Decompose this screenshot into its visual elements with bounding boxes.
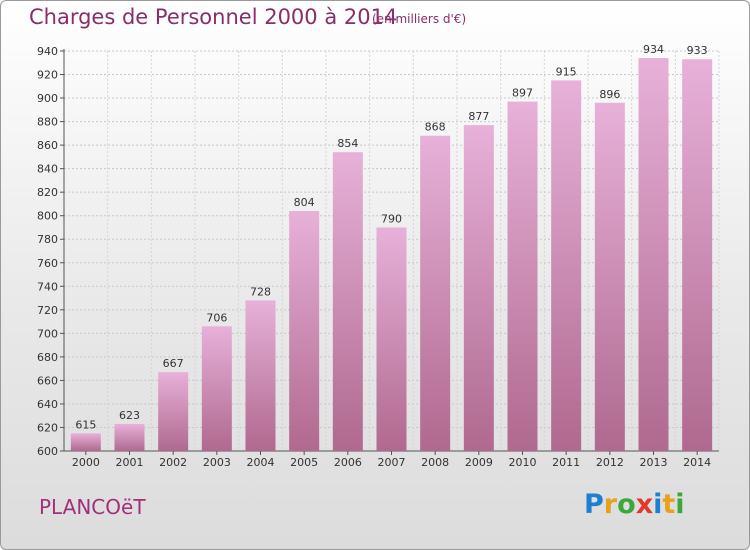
x-tick-label: 2000 xyxy=(72,456,100,469)
bar xyxy=(332,152,363,452)
logo-letter: i xyxy=(675,489,685,520)
commune-name: PLANCOëT xyxy=(39,495,146,519)
bars xyxy=(70,58,713,452)
data-label: 933 xyxy=(687,44,708,57)
logo-letter: o xyxy=(617,489,636,520)
bar xyxy=(420,135,451,452)
y-tick-label: 820 xyxy=(37,186,58,199)
data-label: 897 xyxy=(512,87,533,100)
data-label: 804 xyxy=(294,196,315,209)
bar xyxy=(289,211,320,451)
data-label: 868 xyxy=(425,121,446,134)
y-tick-label: 620 xyxy=(37,421,58,434)
unit-note: (en milliers d'€) xyxy=(372,12,467,26)
y-tick-label: 600 xyxy=(37,445,58,458)
bar xyxy=(245,300,276,451)
bar xyxy=(201,326,232,451)
x-tick-label: 2009 xyxy=(465,456,493,469)
x-tick-label: 2010 xyxy=(509,456,537,469)
y-tick-label: 780 xyxy=(37,233,58,246)
data-label: 667 xyxy=(163,357,184,370)
data-label: 915 xyxy=(556,65,577,78)
bar xyxy=(158,372,189,451)
x-tick-label: 2008 xyxy=(421,456,449,469)
x-tick-label: 2005 xyxy=(290,456,318,469)
y-tick-label: 680 xyxy=(37,351,58,364)
x-tick-label: 2014 xyxy=(683,456,711,469)
y-tick-label: 640 xyxy=(37,398,58,411)
x-tick-label: 2007 xyxy=(378,456,406,469)
data-label: 706 xyxy=(206,311,227,324)
data-label: 790 xyxy=(381,212,402,225)
y-tick-label: 660 xyxy=(37,374,58,387)
x-tick-label: 2004 xyxy=(247,456,275,469)
bar xyxy=(682,59,713,452)
x-tick-label: 2003 xyxy=(203,456,231,469)
y-tick-label: 900 xyxy=(37,92,58,105)
x-tick-label: 2006 xyxy=(334,456,362,469)
data-label: 728 xyxy=(250,285,271,298)
x-tick-label: 2001 xyxy=(116,456,144,469)
proxiti-logo: Proxiti xyxy=(584,489,685,520)
bar xyxy=(70,433,101,451)
data-label: 615 xyxy=(75,418,96,431)
logo-letter: x xyxy=(635,489,654,520)
y-tick-label: 720 xyxy=(37,304,58,317)
y-tick-label: 800 xyxy=(37,210,58,223)
x-tick-label: 2011 xyxy=(552,456,580,469)
data-label: 877 xyxy=(468,110,489,123)
y-tick-label: 940 xyxy=(37,45,58,58)
x-tick-label: 2002 xyxy=(159,456,187,469)
y-tick-label: 840 xyxy=(37,163,58,176)
bar xyxy=(551,80,582,451)
bar xyxy=(463,125,494,451)
logo-letter: i xyxy=(653,489,663,520)
y-tick-label: 700 xyxy=(37,327,58,340)
bar xyxy=(638,58,669,451)
data-label: 854 xyxy=(337,137,358,150)
data-labels: 615 623 667 706 728 804 854 790 868 877 897 915 896 9… xyxy=(75,43,707,431)
logo-letter: P xyxy=(584,489,604,520)
bar xyxy=(376,227,407,451)
bar xyxy=(114,423,145,451)
x-tick-label: 2013 xyxy=(640,456,668,469)
y-tick-label: 760 xyxy=(37,257,58,270)
y-tick-label: 860 xyxy=(37,139,58,152)
y-tick-label: 920 xyxy=(37,69,58,82)
x-tick-label: 2012 xyxy=(596,456,624,469)
y-tick-label: 740 xyxy=(37,280,58,293)
logo-letter: t xyxy=(662,489,676,520)
bar xyxy=(594,102,625,451)
y-tick-label: 880 xyxy=(37,116,58,129)
data-label: 623 xyxy=(119,409,140,422)
logo-letter: r xyxy=(603,489,618,520)
bar xyxy=(507,101,538,452)
chart-title: Charges de Personnel 2000 à 2014 xyxy=(29,5,398,29)
data-label: 934 xyxy=(643,43,664,56)
data-label: 896 xyxy=(599,88,620,101)
